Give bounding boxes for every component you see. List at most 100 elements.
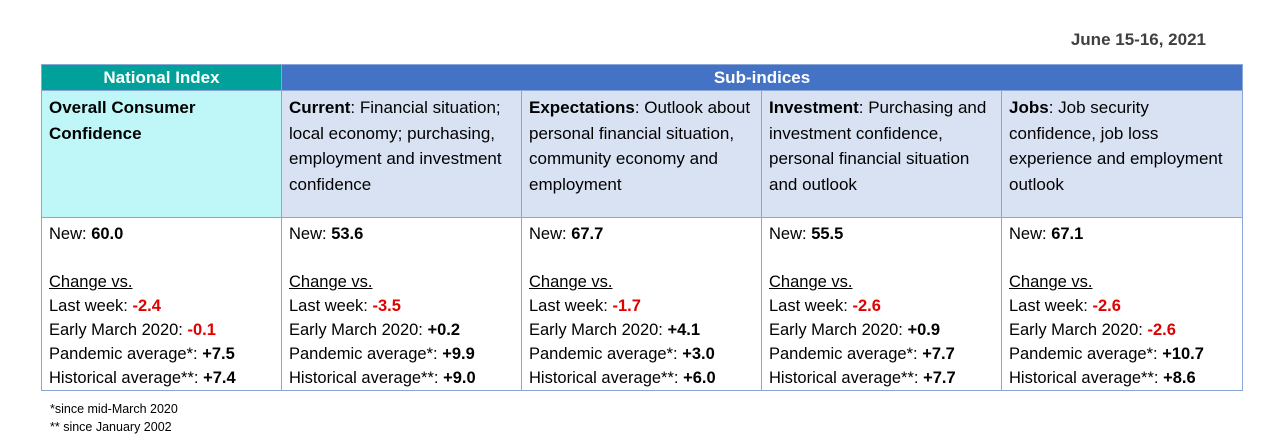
pandemic-avg-line: Pandemic average*: +10.7	[1009, 342, 1236, 366]
new-value: 67.1	[1051, 225, 1084, 243]
expectations-desc: : Outlook about personal financial situa…	[529, 98, 751, 194]
pandemic-avg-value: +9.9	[442, 345, 475, 363]
historical-avg-label: Historical average**:	[769, 369, 924, 387]
change-heading: Change vs.	[49, 273, 133, 291]
values-expectations: New: 67.7 Change vs. Last week: -1.7 Ear…	[521, 217, 762, 391]
early-march-value: +0.2	[427, 321, 461, 339]
desc-expectations: Expectations: Outlook about personal fin…	[521, 90, 762, 218]
desc-overall: Overall Consumer Confidence	[41, 90, 282, 218]
jobs-label: Jobs	[1009, 98, 1049, 117]
early-march-line: Early March 2020: -0.1	[49, 318, 275, 342]
last-week-label: Last week:	[769, 297, 853, 315]
last-week-line: Last week: -2.6	[1009, 294, 1236, 318]
sub-indices-header: Sub-indices	[280, 64, 1244, 91]
last-week-value: -2.6	[1092, 297, 1121, 315]
historical-avg-value: +6.0	[683, 369, 716, 387]
pandemic-avg-label: Pandemic average*:	[769, 345, 923, 363]
new-value: 67.7	[571, 225, 604, 243]
last-week-line: Last week: -2.6	[769, 294, 995, 318]
last-week-label: Last week:	[49, 297, 133, 315]
pandemic-avg-value: +7.5	[202, 345, 235, 363]
new-value-line: New: 67.7	[529, 222, 755, 246]
early-march-value: -0.1	[187, 321, 216, 339]
new-value: 53.6	[331, 225, 364, 243]
last-week-label: Last week:	[289, 297, 373, 315]
consumer-confidence-table: National Index Sub-indices Overall Consu…	[41, 64, 1244, 391]
values-overall: New: 60.0 Change vs. Last week: -2.4 Ear…	[41, 217, 282, 391]
historical-avg-line: Historical average**: +8.6	[1009, 366, 1236, 390]
investment-label: Investment	[769, 98, 859, 117]
early-march-value: -2.6	[1147, 321, 1176, 339]
early-march-line: Early March 2020: +0.2	[289, 318, 515, 342]
early-march-value: +4.1	[667, 321, 701, 339]
change-heading: Change vs.	[1009, 273, 1093, 291]
historical-avg-label: Historical average**:	[1009, 369, 1164, 387]
investment-desc: : Purchasing and investment confidence, …	[769, 98, 987, 194]
last-week-label: Last week:	[529, 297, 613, 315]
footnote-historical: ** since January 2002	[50, 420, 172, 434]
last-week-value: -2.6	[852, 297, 881, 315]
early-march-line: Early March 2020: -2.6	[1009, 318, 1236, 342]
expectations-label: Expectations	[529, 98, 635, 117]
historical-avg-line: Historical average**: +9.0	[289, 366, 515, 390]
new-label: New:	[49, 225, 92, 243]
pandemic-avg-line: Pandemic average*: +3.0	[529, 342, 755, 366]
header-row: National Index Sub-indices	[41, 64, 1244, 91]
overall-label: Overall Consumer Confidence	[49, 98, 196, 143]
desc-investment: Investment: Purchasing and investment co…	[761, 90, 1002, 218]
values-investment: New: 55.5 Change vs. Last week: -2.6 Ear…	[761, 217, 1002, 391]
new-value-line: New: 60.0	[49, 222, 275, 246]
historical-avg-line: Historical average**: +7.4	[49, 366, 275, 390]
current-desc: : Financial situation; local economy; pu…	[289, 98, 502, 194]
early-march-line: Early March 2020: +0.9	[769, 318, 995, 342]
new-value-line: New: 53.6	[289, 222, 515, 246]
historical-avg-line: Historical average**: +6.0	[529, 366, 755, 390]
last-week-label: Last week:	[1009, 297, 1093, 315]
last-week-value: -2.4	[132, 297, 161, 315]
desc-jobs: Jobs: Job security confidence, job loss …	[1000, 90, 1244, 218]
last-week-value: -1.7	[612, 297, 641, 315]
pandemic-avg-label: Pandemic average*:	[529, 345, 683, 363]
last-week-line: Last week: -2.4	[49, 294, 275, 318]
early-march-line: Early March 2020: +4.1	[529, 318, 755, 342]
national-index-header: National Index	[41, 64, 282, 91]
pandemic-avg-value: +10.7	[1162, 345, 1204, 363]
historical-avg-label: Historical average**:	[529, 369, 684, 387]
change-heading: Change vs.	[769, 273, 853, 291]
new-value-line: New: 55.5	[769, 222, 995, 246]
new-label: New:	[289, 225, 332, 243]
values-jobs: New: 67.1 Change vs. Last week: -2.6 Ear…	[1000, 217, 1244, 391]
pandemic-avg-line: Pandemic average*: +7.7	[769, 342, 995, 366]
historical-avg-line: Historical average**: +7.7	[769, 366, 995, 390]
early-march-label: Early March 2020:	[529, 321, 668, 339]
early-march-label: Early March 2020:	[289, 321, 428, 339]
new-value: 55.5	[811, 225, 844, 243]
pandemic-avg-value: +7.7	[922, 345, 955, 363]
last-week-line: Last week: -1.7	[529, 294, 755, 318]
historical-avg-label: Historical average**:	[49, 369, 204, 387]
survey-date: June 15-16, 2021	[1070, 30, 1206, 49]
pandemic-avg-line: Pandemic average*: +7.5	[49, 342, 275, 366]
pandemic-avg-value: +3.0	[682, 345, 715, 363]
new-value: 60.0	[91, 225, 124, 243]
historical-avg-value: +7.7	[923, 369, 956, 387]
early-march-value: +0.9	[907, 321, 941, 339]
early-march-label: Early March 2020:	[769, 321, 908, 339]
new-label: New:	[1009, 225, 1052, 243]
historical-avg-value: +9.0	[443, 369, 476, 387]
desc-current: Current: Financial situation; local econ…	[281, 90, 522, 218]
current-label: Current	[289, 98, 351, 117]
description-row: Overall Consumer Confidence Current: Fin…	[41, 90, 1244, 218]
pandemic-avg-label: Pandemic average*:	[49, 345, 203, 363]
change-heading: Change vs.	[529, 273, 613, 291]
new-value-line: New: 67.1	[1009, 222, 1236, 246]
jobs-desc: : Job security confidence, job loss expe…	[1009, 98, 1223, 194]
early-march-label: Early March 2020:	[1009, 321, 1148, 339]
new-label: New:	[529, 225, 572, 243]
new-label: New:	[769, 225, 812, 243]
early-march-label: Early March 2020:	[49, 321, 188, 339]
pandemic-avg-line: Pandemic average*: +9.9	[289, 342, 515, 366]
historical-avg-value: +7.4	[203, 369, 236, 387]
last-week-value: -3.5	[372, 297, 401, 315]
historical-avg-label: Historical average**:	[289, 369, 444, 387]
